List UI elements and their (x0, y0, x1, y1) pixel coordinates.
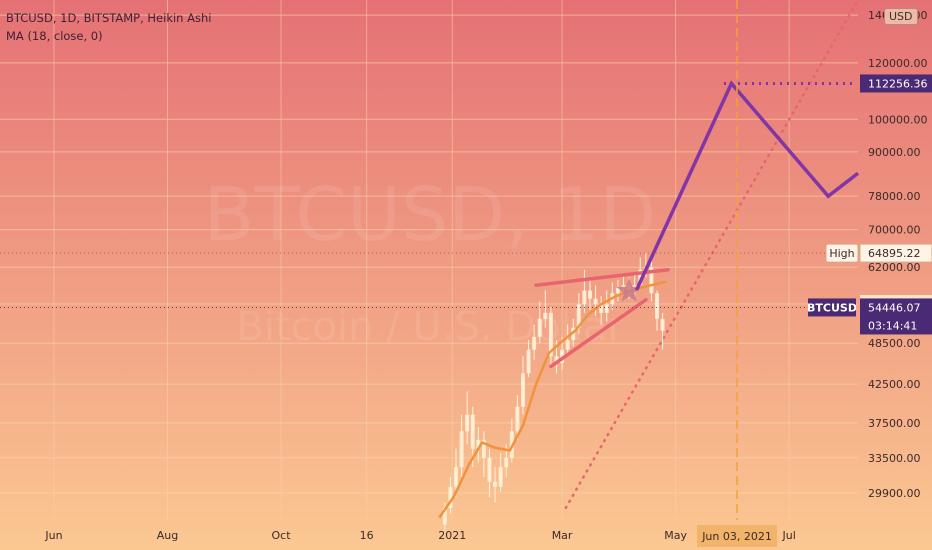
candle-body (498, 467, 503, 487)
candle-body (459, 431, 464, 468)
time-axis-tick-label: Jun (44, 529, 62, 542)
price-tag-prefix: BTCUSD (807, 301, 857, 314)
candle-body (448, 486, 453, 508)
candle-body (532, 336, 537, 350)
candle-body (442, 507, 447, 525)
projection-path (634, 80, 860, 291)
candle-body (565, 340, 570, 350)
candle-body (476, 439, 481, 449)
candle-body (453, 467, 458, 487)
price-axis-tick-label: 48500.00 (868, 337, 921, 350)
time-axis-tick-label: 2021 (438, 529, 466, 542)
price-tag-box (860, 298, 932, 335)
candle-body (520, 373, 525, 407)
candle-body (599, 304, 604, 313)
candle-body (560, 349, 565, 364)
ma-indicator-label[interactable]: MA (18, close, 0) (6, 29, 103, 43)
time-marker-badge (697, 525, 778, 547)
price-axis-tick-label: 120000.00 (868, 57, 928, 70)
wedge-lower-line (549, 298, 648, 369)
price-tag-high: High 64895.22 (825, 243, 932, 263)
candle-body (470, 414, 475, 449)
price-tag-value: 64895.22 (868, 247, 921, 260)
candle-body (504, 457, 509, 468)
chart-legend: BTCUSD, 1D, BITSTAMP, Heikin Ashi MA (18… (6, 9, 211, 45)
candle-body (548, 312, 553, 357)
price-tag-prefix-box (825, 243, 859, 263)
candle-body (487, 457, 492, 482)
candle-body (571, 327, 576, 341)
price-tag-value: 112256.36 (868, 77, 928, 90)
price-tag-countdown: 03:14:41 (868, 319, 917, 332)
candle-body (481, 439, 486, 458)
candle-body (638, 269, 643, 286)
symbol-title[interactable]: BTCUSD, 1D, BITSTAMP, Heikin Ashi (6, 11, 212, 25)
candle-body (615, 287, 620, 294)
price-axis-tick-label: 37500.00 (868, 417, 921, 430)
price-tag-prefix-box (808, 298, 856, 317)
price-tag-box (859, 243, 932, 263)
time-axis-tick-label: Oct (272, 529, 292, 542)
price-axis-tick-label: 70000.00 (868, 224, 921, 237)
price-axis-tick-label: 90000.00 (868, 146, 921, 159)
candle-body (576, 304, 581, 328)
price-axis-tick-label: 33500.00 (868, 452, 921, 465)
candle-body (587, 290, 592, 299)
price-axis-tick-label: 100000.00 (868, 113, 928, 126)
candle-body (604, 304, 609, 313)
currency-badge[interactable]: USD (884, 8, 918, 25)
candle-body (526, 349, 531, 374)
candle-body (493, 481, 498, 487)
candle-body (543, 312, 548, 319)
candle-body (465, 414, 470, 432)
time-axis-highlight-label: Jun 03, 2021 (701, 530, 772, 543)
price-axis-tick-label: 42500.00 (868, 378, 921, 391)
price-tag-box (860, 74, 932, 93)
price-axis-tick-label: 29900.00 (868, 487, 921, 500)
time-axis-tick-label: 16 (360, 529, 374, 542)
price-axis-tick-label: 78000.00 (868, 190, 921, 203)
price-axis-tick-label: 62000.00 (868, 261, 921, 274)
price-tag-target: 112256.36 (860, 74, 932, 93)
star-icon (616, 278, 642, 302)
watermark-symbol: BTCUSD, 1D (204, 172, 657, 258)
time-axis-tick-label: Aug (157, 529, 178, 542)
price-tag-last: BTCUSD 54446.07 03:14:41 (807, 298, 932, 335)
price-tag-prefix: High (829, 247, 854, 260)
candle-body (649, 267, 654, 294)
dotted-trendline (564, 0, 860, 510)
candle-body (654, 293, 659, 319)
candle-body (660, 318, 665, 331)
time-axis-tick-label: Jul (781, 529, 795, 542)
candle-body (621, 285, 626, 288)
time-axis-tick-label: May (664, 529, 687, 542)
candle-body (515, 406, 520, 432)
candle-body (554, 356, 559, 364)
price-tag-value: 54446.07 (868, 301, 921, 314)
candle-body (582, 290, 587, 305)
time-axis-tick-label: Mar (552, 529, 573, 542)
candle-body (593, 298, 598, 305)
candle-body (537, 318, 542, 337)
